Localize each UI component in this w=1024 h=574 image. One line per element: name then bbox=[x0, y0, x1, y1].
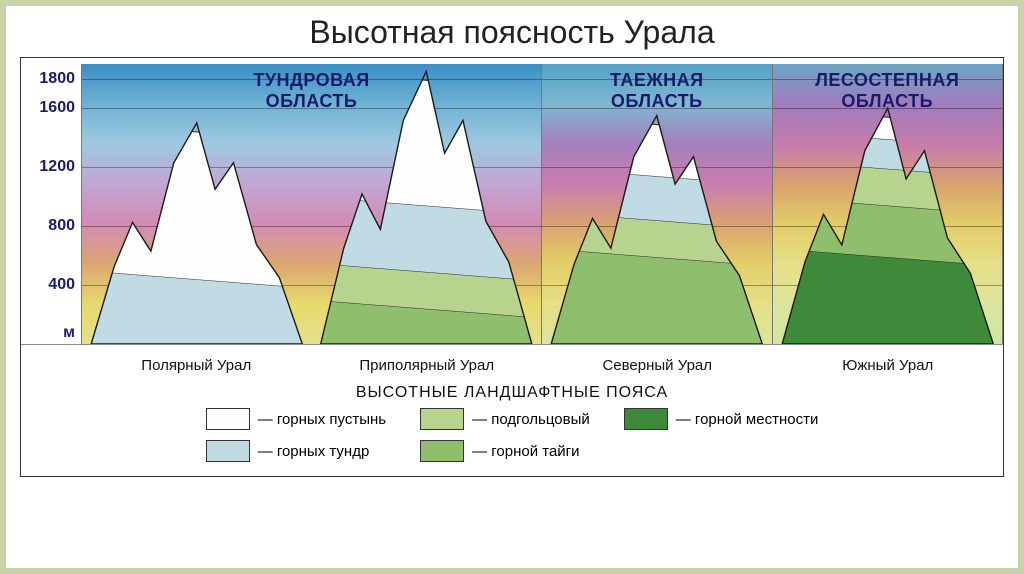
region-panel: ЛЕСОСТЕПНАЯОБЛАСТЬ bbox=[772, 64, 1004, 344]
legend-title: ВЫСОТНЫЕ ЛАНДШАФТНЫЕ ПОЯСА bbox=[21, 376, 1003, 408]
altitude-belt bbox=[542, 116, 772, 186]
altitude-belt bbox=[773, 248, 1003, 344]
altitude-belt bbox=[542, 248, 772, 344]
region-label: ТУНДРОВАЯОБЛАСТЬ bbox=[82, 70, 541, 112]
legend-label: — горной тайги bbox=[472, 443, 579, 460]
y-axis: 400 800 1200 1600 1800 м bbox=[21, 64, 81, 344]
mountain bbox=[82, 123, 312, 344]
region-label: ЛЕСОСТЕПНАЯОБЛАСТЬ bbox=[773, 70, 1003, 112]
page-title: Высотная поясность Урала bbox=[6, 14, 1018, 51]
y-unit-label: м bbox=[63, 324, 75, 342]
legend-swatch bbox=[420, 440, 464, 462]
region-panel: ТУНДРОВАЯОБЛАСТЬ bbox=[81, 64, 541, 344]
mountain-label: Приполярный Урал bbox=[312, 351, 543, 376]
mountain bbox=[773, 108, 1003, 344]
legend-item: — горной тайги bbox=[420, 440, 590, 462]
legend-swatch bbox=[206, 440, 250, 462]
altitude-belt bbox=[82, 123, 312, 288]
y-tick-label: 1800 bbox=[39, 70, 75, 88]
legend-swatch bbox=[206, 408, 250, 430]
legend-swatch bbox=[420, 408, 464, 430]
legend-item: — горной местности bbox=[624, 408, 819, 430]
legend-swatch bbox=[624, 408, 668, 430]
y-tick-label: 1200 bbox=[39, 158, 75, 176]
legend-item: — подгольцовый bbox=[420, 408, 590, 430]
region-panel: ТАЕЖНАЯОБЛАСТЬ bbox=[541, 64, 772, 344]
legend-item: — горных тундр bbox=[206, 440, 386, 462]
mountain-label: Северный Урал bbox=[542, 351, 773, 376]
mountain-label: Полярный Урал bbox=[81, 351, 312, 376]
y-tick-label: 400 bbox=[48, 276, 75, 294]
y-tick-label: 1600 bbox=[39, 99, 75, 117]
mountain bbox=[542, 116, 772, 344]
legend-label: — горных тундр bbox=[258, 443, 370, 460]
y-tick-label: 800 bbox=[48, 217, 75, 235]
legend-item: — горных пустынь bbox=[206, 408, 386, 430]
legend-label: — горных пустынь bbox=[258, 411, 386, 428]
legend-label: — горной местности bbox=[676, 411, 819, 428]
region-label: ТАЕЖНАЯОБЛАСТЬ bbox=[542, 70, 772, 112]
legend-label: — подгольцовый bbox=[472, 411, 590, 428]
altitudinal-zonation-chart: 400 800 1200 1600 1800 м ТУНДРОВАЯОБЛАСТЬТАЕЖН… bbox=[20, 57, 1004, 477]
mountain-label: Южный Урал bbox=[773, 351, 1004, 376]
legend: — горных пустынь — горных тундр — подгольц… bbox=[21, 408, 1003, 470]
mountain bbox=[312, 71, 542, 344]
